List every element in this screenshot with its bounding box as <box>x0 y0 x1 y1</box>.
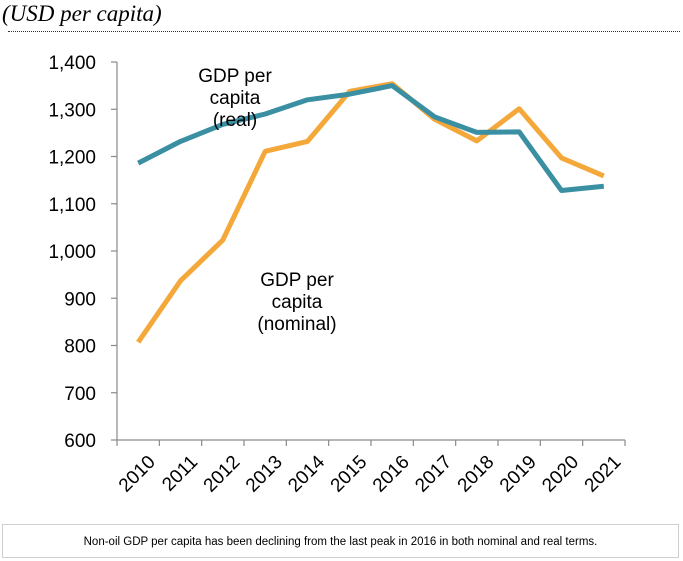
x-tick-label: 2013 <box>242 452 287 497</box>
series-label-real: GDP per <box>198 66 272 87</box>
caption-box: Non-oil GDP per capita has been declinin… <box>2 524 679 558</box>
x-tick-label: 2012 <box>200 452 245 497</box>
y-tick-label: 1,100 <box>48 195 96 216</box>
y-tick-label: 800 <box>64 337 96 358</box>
x-tick-labels: 2010201120122013201420152016201720182019… <box>115 451 625 496</box>
series-label-nominal: GDP per <box>260 270 334 291</box>
series-lines <box>136 81 605 344</box>
x-tick-label: 2021 <box>581 452 626 497</box>
x-tick-label: 2015 <box>327 452 372 497</box>
series-label-nominal: (nominal) <box>257 314 336 335</box>
y-tick-label: 700 <box>64 384 96 405</box>
series-line-real <box>137 83 605 193</box>
series-label-nominal: capita <box>272 292 323 313</box>
x-tick-label: 2014 <box>284 451 329 496</box>
series-line-nominal <box>136 81 605 344</box>
y-tick-label: 900 <box>64 289 96 310</box>
chart-caption: Non-oil GDP per capita has been declinin… <box>83 536 598 548</box>
y-tick-label: 600 <box>64 431 96 452</box>
series-label-real: (real) <box>213 110 257 131</box>
y-axis-unit-label: (USD per capita) <box>2 1 162 26</box>
x-tick-label: 2018 <box>454 452 499 497</box>
header-divider <box>8 31 680 32</box>
chart-axes <box>111 61 626 446</box>
x-tick-label: 2011 <box>158 452 202 496</box>
y-tick-labels: 600 700 800 900 1,000 1,100 1,200 1,300 1,400 <box>48 53 96 452</box>
y-tick-label: 1,300 <box>48 100 96 121</box>
x-tick-label: 2010 <box>115 452 160 497</box>
x-tick-label: 2016 <box>369 452 414 497</box>
x-tick-label: 2020 <box>538 452 583 497</box>
x-tick-label: 2019 <box>496 452 541 497</box>
x-tick-label: 2017 <box>411 452 456 497</box>
y-tick-label: 1,000 <box>48 242 96 263</box>
series-label-real: capita <box>210 88 261 109</box>
y-tick-label: 1,400 <box>48 53 96 74</box>
line-chart: 600 700 800 900 1,000 1,100 1,200 1,300 1,400 20… <box>48 53 626 496</box>
y-tick-label: 1,200 <box>48 148 96 169</box>
